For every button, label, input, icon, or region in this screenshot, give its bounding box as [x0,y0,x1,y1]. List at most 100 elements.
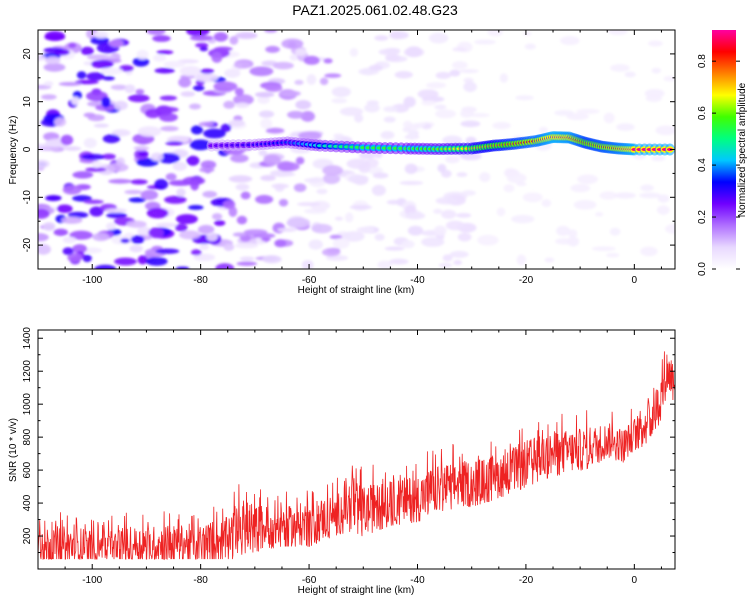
heatmap-noise-cell [56,204,73,213]
heatmap-noise-cell [62,236,77,244]
heatmap-noise-cell [437,163,447,173]
heatmap-noise-cell [511,214,535,224]
heatmap-noise-cell [438,262,453,268]
heatmap-noise-cell [407,130,417,141]
heatmap-noise-cell [591,246,616,252]
heatmap-noise-cell [153,54,167,62]
heatmap-noise-cell [83,137,97,149]
heatmap-noise-cell [457,232,472,242]
heatmap-noise-cell [228,175,253,183]
heatmap-noise-cell [515,95,534,101]
heatmap-noise-cell [137,151,149,157]
heatmap-noise-cell [274,239,287,248]
heatmap-noise-cell [616,123,635,131]
heatmap-noise-cell [200,160,217,170]
heatmap-noise-cell [157,106,179,113]
heatmap-noise-cell [608,30,628,36]
heatmap-noise-cell [640,184,654,192]
heatmap-noise-cell [516,254,527,266]
heatmap-noise-cell [124,84,136,94]
heatmap-noise-cell [639,192,662,199]
heatmap-noise-cell [426,82,447,89]
heatmap-noise-cell [289,53,299,61]
heatmap-noise-cell [364,103,380,113]
heatmap-noise-cell [346,158,370,170]
heatmap-noise-cell [220,123,232,132]
heatmap-noise-cell [113,100,128,111]
heatmap-noise-cell [186,30,210,37]
heatmap-noise-cell [295,99,312,110]
heatmap-noise-cell [433,225,447,236]
heatmap-noise-cell [663,76,675,82]
heatmap-noise-cell [136,49,149,60]
heatmap-noise-cell [655,125,675,136]
heatmap-noise-cell [492,121,511,130]
heatmap-noise-cell [110,84,128,91]
heatmap-noise-cell [322,173,341,185]
heatmap-noise-cell [234,87,244,96]
heatmap-noise-cell [356,226,375,234]
heatmap-noise-cell [228,206,238,218]
heatmap-noise-cell [555,238,575,245]
heatmap-noise-cell [175,266,190,269]
heatmap-noise-cell [435,109,457,119]
heatmap-noise-cell [324,73,342,78]
heatmap-noise-cell [249,66,274,77]
heatmap-noise-cell [195,42,209,48]
heatmap-x-axis-label: Height of straight line (km) [298,285,415,296]
heatmap-noise-cell [61,216,83,224]
snr-y-tick-label: 1000 [22,393,33,416]
heatmap-noise-cell [92,232,110,242]
snr-series-line [38,351,675,561]
heatmap-noise-layer [38,30,675,269]
heatmap-noise-cell [53,228,68,236]
heatmap-y-tick-label: -10 [22,190,33,205]
heatmap-noise-cell [44,56,61,65]
heatmap-noise-cell [232,232,247,237]
heatmap-noise-cell [190,125,203,135]
heatmap-noise-cell [295,48,307,56]
heatmap-noise-cell [265,127,285,134]
heatmap-noise-cell [554,110,575,116]
heatmap-noise-cell [101,96,111,108]
heatmap-noise-cell [354,113,364,123]
heatmap-noise-cell [262,255,282,264]
heatmap-noise-cell [213,32,229,42]
heatmap-y-tick-label: 10 [22,96,33,108]
heatmap-noise-cell [130,179,148,185]
heatmap-noise-cell [194,73,219,83]
heatmap-noise-cell [69,230,93,240]
heatmap-noise-cell [385,53,401,62]
heatmap-noise-cell [453,260,462,265]
heatmap-noise-cell [460,120,481,128]
heatmap-noise-cell [236,215,248,225]
heatmap-noise-cell [104,208,127,213]
heatmap-noise-cell [665,223,675,234]
heatmap-noise-cell [413,122,426,127]
heatmap-noise-cell [155,248,180,254]
colorbar-label: Normalized spectral amplitude [737,82,748,217]
snr-y-tick-label: 1400 [22,327,33,350]
heatmap-noise-cell [38,208,50,219]
heatmap-noise-cell [94,264,116,269]
colorbar-tick-label: 0.8 [697,54,708,68]
heatmap-noise-cell [303,55,320,65]
heatmap-noise-cell [394,71,413,79]
heatmap-noise-cell [38,146,60,152]
heatmap-noise-cell [405,46,423,58]
heatmap-x-tick-label: -80 [193,275,208,286]
heatmap-noise-cell [144,108,162,119]
heatmap-noise-cell [460,109,474,118]
heatmap-noise-cell [603,112,615,124]
heatmap-noise-cell [43,47,65,54]
heatmap-noise-cell [235,32,258,40]
snr-x-tick-label: -100 [82,575,102,586]
heatmap-noise-cell [163,60,186,68]
heatmap-noise-cell [193,253,216,262]
heatmap-noise-cell [58,81,82,87]
heatmap-noise-cell [38,233,49,242]
heatmap-noise-cell [374,35,389,41]
snr-x-tick-label: -40 [410,575,425,586]
heatmap-noise-cell [332,238,350,249]
heatmap-noise-cell [148,227,164,239]
